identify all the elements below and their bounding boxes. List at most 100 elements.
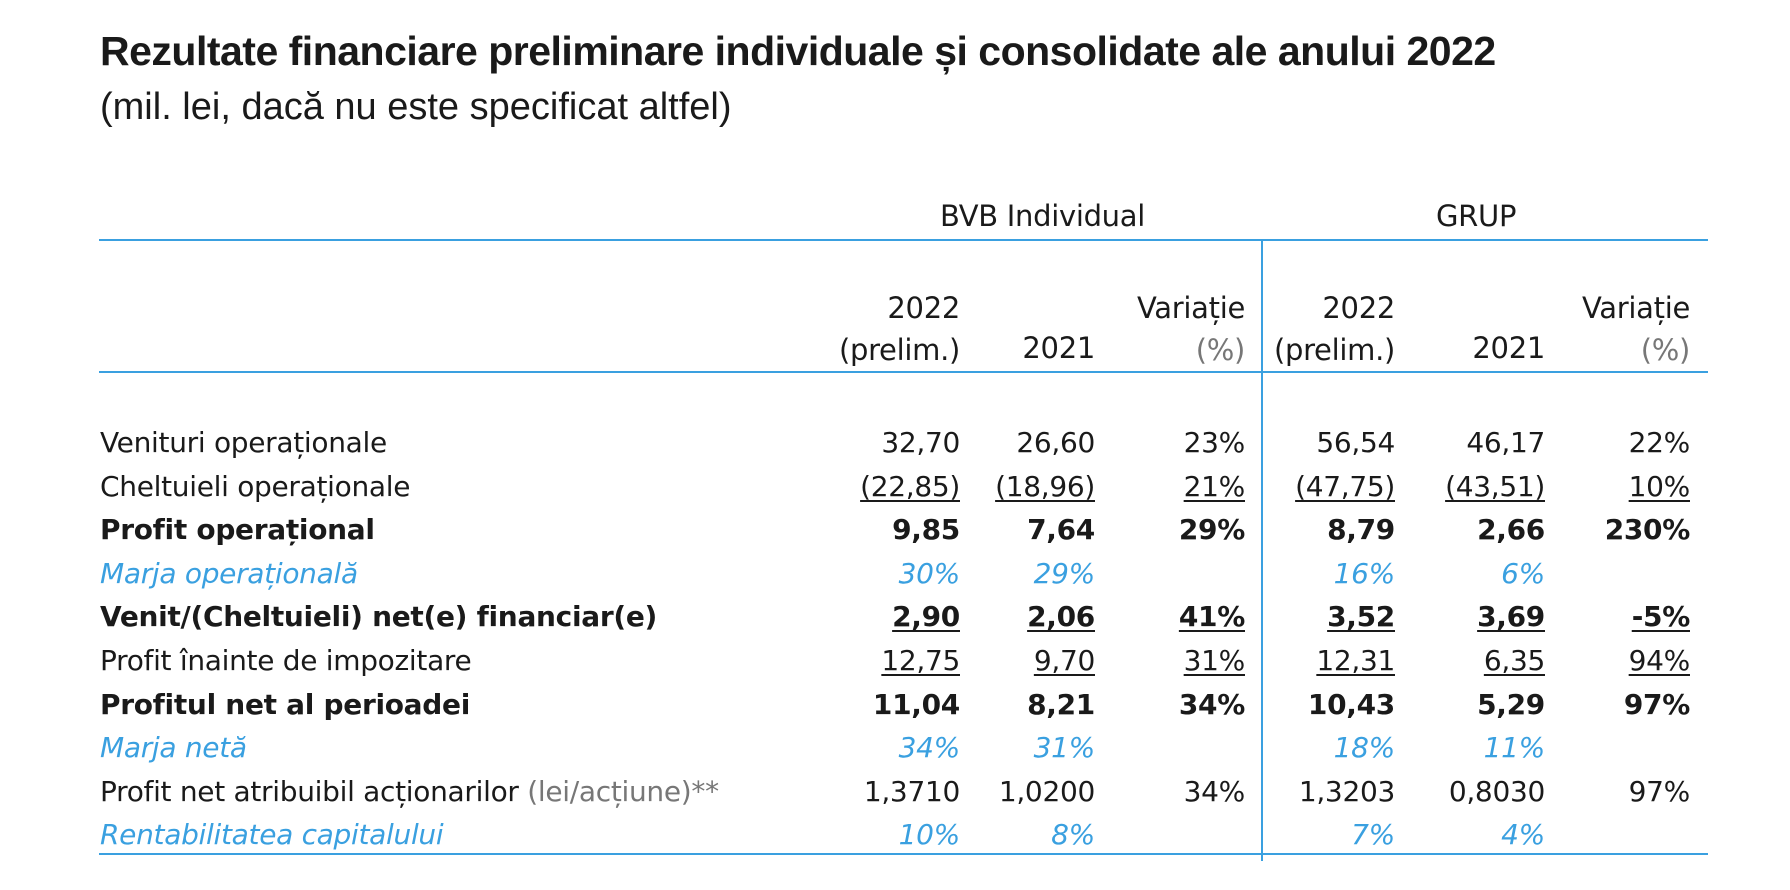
row-label-text: Cheltuieli operaționale (100, 469, 411, 503)
cell-grp-2021: 11% (1430, 730, 1546, 766)
cell-value: 12,31 (1316, 644, 1395, 677)
cell-value: 23% (1183, 426, 1246, 459)
page-title: Rezultate financiare preliminare individ… (100, 28, 1496, 74)
cell-value: 10,43 (1307, 687, 1395, 721)
cell-value: 46,17 (1466, 426, 1545, 459)
cell-value: 3,52 (1327, 600, 1395, 634)
cell-ind-2022: 32,70 (820, 425, 960, 461)
cell-ind-2022: 11,04 (820, 687, 960, 723)
row-label-text: Profit net atribuibil acționarilor (100, 774, 528, 808)
col-header-grp-2022: 2022 (prelim.) (1255, 287, 1395, 371)
row-label-text: Venit/(Cheltuieli) net(e) financiar(e) (100, 600, 658, 634)
cell-ind-2021: 2,06 (980, 599, 1095, 635)
cell-grp-2021: 46,17 (1430, 425, 1545, 461)
cell-ind-var: 34% (1110, 687, 1245, 723)
cell-value: (47,75) (1295, 469, 1395, 503)
page-subtitle: (mil. lei, dacă nu este specificat altfe… (100, 86, 732, 128)
cell-value: (18,96) (995, 469, 1095, 503)
cell-grp-2022: 16% (1255, 556, 1396, 592)
cell-grp-2022: 3,52 (1255, 599, 1395, 635)
cell-grp-var: 97% (1560, 774, 1691, 810)
cell-grp-2022: 12,31 (1255, 643, 1395, 679)
cell-value: 7,64 (1027, 513, 1095, 547)
row-label: Cheltuieli operaționale (100, 469, 411, 505)
cell-grp-var: -5% (1560, 599, 1691, 635)
cell-ind-2021: 29% (980, 556, 1096, 592)
cell-ind-2022: 2,90 (820, 599, 960, 635)
col-header-grp-var-label: Variație (1582, 291, 1690, 325)
cell-ind-2022: 1,3710 (820, 774, 960, 810)
row-label-text: Profit operațional (100, 513, 375, 547)
cell-value: 2,06 (1027, 600, 1095, 634)
col-header-ind-2022-prelim: (prelim.) (838, 333, 960, 367)
col-header-ind-2022: 2022 (prelim.) (820, 287, 960, 371)
row-label-text: Profitul net al perioadei (100, 687, 471, 721)
cell-value: 1,3203 (1298, 774, 1395, 808)
cell-grp-2021: 5,29 (1430, 687, 1545, 723)
cell-ind-2022: 9,85 (820, 512, 960, 548)
cell-value: 31% (1033, 731, 1096, 765)
group-divider (1261, 240, 1263, 861)
cell-value: 6% (1501, 556, 1545, 590)
row-label: Profit net atribuibil acționarilor (lei/… (100, 774, 719, 810)
cell-grp-2022: 7% (1255, 817, 1395, 853)
cell-ind-var: 41% (1110, 599, 1245, 635)
cell-value: 29% (1178, 513, 1245, 547)
cell-value: 26,60 (1016, 426, 1095, 459)
cell-ind-var: 34% (1110, 774, 1246, 810)
cell-ind-2022: 10% (820, 817, 961, 853)
cell-value: 11% (1483, 731, 1546, 765)
cell-value: 29% (1033, 556, 1096, 590)
cell-grp-2021: 0,8030 (1430, 774, 1545, 810)
row-label: Marja netă (100, 730, 247, 766)
cell-grp-2022: 18% (1255, 730, 1396, 766)
cell-ind-2021: 1,0200 (980, 774, 1095, 810)
cell-value: 2,90 (892, 600, 960, 634)
cell-ind-2021: (18,96) (980, 469, 1095, 505)
cell-value: 230% (1604, 513, 1691, 547)
cell-value: 34% (1183, 774, 1246, 808)
cell-value: 10% (898, 818, 961, 852)
col-header-grp-var: Variație (%) (1560, 287, 1690, 371)
cell-grp-2021: 3,69 (1430, 599, 1545, 635)
cell-grp-2021: 2,66 (1430, 512, 1545, 548)
row-label-text: Marja operațională (100, 556, 358, 590)
cell-value: 12,75 (881, 644, 960, 677)
cell-ind-2022: 30% (820, 556, 961, 592)
row-label: Profit operațional (100, 512, 375, 548)
cell-grp-2022: 8,79 (1255, 512, 1395, 548)
row-label-text: Venituri operaționale (100, 426, 387, 459)
cell-value: 1,0200 (998, 774, 1095, 808)
col-header-ind-2022-year: 2022 (887, 291, 960, 325)
cell-grp-2021: (43,51) (1430, 469, 1545, 505)
cell-ind-2021: 9,70 (980, 643, 1095, 679)
row-label: Rentabilitatea capitalului (100, 817, 444, 853)
cell-value: 34% (898, 731, 961, 765)
cell-ind-var: 21% (1110, 469, 1246, 505)
cell-ind-2022: (22,85) (820, 469, 960, 505)
row-label: Venit/(Cheltuieli) net(e) financiar(e) (100, 599, 657, 635)
row-label-text: Profit înainte de impozitare (100, 644, 472, 677)
cell-value: 94% (1628, 644, 1691, 677)
cell-ind-2022: 34% (820, 730, 961, 766)
cell-ind-var: 31% (1110, 643, 1246, 679)
cell-value: 10% (1628, 469, 1691, 503)
cell-grp-2021: 6,35 (1430, 643, 1545, 679)
cell-value: 2,66 (1477, 513, 1545, 547)
cell-value: 16% (1333, 556, 1396, 590)
cell-value: 31% (1183, 644, 1246, 677)
table-bottom-rule (99, 853, 1708, 855)
cell-grp-var: 10% (1560, 469, 1691, 505)
cell-value: 1,3710 (863, 774, 960, 808)
cell-grp-var: 22% (1560, 425, 1691, 461)
cell-value: 56,54 (1316, 426, 1395, 459)
cell-grp-2022: 10,43 (1255, 687, 1395, 723)
col-header-ind-var: Variație (%) (1110, 287, 1245, 371)
cell-value: 8% (1051, 818, 1095, 852)
cell-value: (43,51) (1445, 469, 1545, 503)
col-header-ind-var-label: Variație (1137, 291, 1245, 325)
cell-grp-var: 230% (1560, 512, 1691, 548)
cell-value: 34% (1178, 687, 1245, 721)
col-header-grp-var-unit: (%) (1640, 333, 1691, 367)
cell-grp-2021: 4% (1430, 817, 1545, 853)
